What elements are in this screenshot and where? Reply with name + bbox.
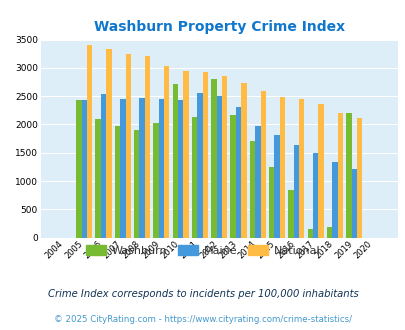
Bar	[298, 99, 304, 238]
Text: Crime Index corresponds to incidents per 100,000 inhabitants: Crime Index corresponds to incidents per…	[47, 289, 358, 299]
Bar	[351, 169, 356, 238]
Bar	[235, 107, 241, 238]
Bar	[312, 153, 318, 238]
Bar	[307, 229, 312, 238]
Bar	[337, 113, 342, 238]
Bar	[241, 83, 246, 238]
Bar	[279, 97, 284, 238]
Bar	[254, 126, 260, 238]
Bar	[356, 118, 361, 238]
Bar	[177, 100, 183, 238]
Bar	[183, 71, 188, 238]
Bar	[293, 145, 298, 238]
Bar	[100, 94, 106, 238]
Bar	[249, 142, 254, 238]
Bar	[87, 45, 92, 238]
Bar	[326, 227, 331, 238]
Bar	[230, 115, 235, 238]
Bar	[288, 190, 293, 238]
Bar	[139, 98, 145, 238]
Bar	[120, 99, 125, 238]
Bar	[260, 90, 265, 238]
Bar	[197, 93, 202, 238]
Bar	[345, 113, 351, 238]
Bar	[269, 167, 274, 238]
Bar	[202, 72, 207, 238]
Bar	[95, 119, 100, 238]
Bar	[164, 66, 169, 238]
Bar	[81, 100, 87, 238]
Bar	[274, 135, 279, 238]
Bar	[318, 104, 323, 238]
Bar	[115, 126, 120, 238]
Text: © 2025 CityRating.com - https://www.cityrating.com/crime-statistics/: © 2025 CityRating.com - https://www.city…	[54, 315, 351, 324]
Title: Washburn Property Crime Index: Washburn Property Crime Index	[94, 20, 344, 34]
Bar	[222, 76, 227, 238]
Bar	[134, 130, 139, 238]
Bar	[331, 162, 337, 238]
Bar	[153, 123, 158, 238]
Bar	[125, 54, 130, 238]
Bar	[216, 96, 222, 238]
Bar	[106, 49, 111, 238]
Bar	[76, 100, 81, 238]
Bar	[192, 117, 197, 238]
Bar	[211, 79, 216, 238]
Bar	[158, 99, 164, 238]
Bar	[145, 56, 150, 238]
Legend: Washburn, Maine, National: Washburn, Maine, National	[81, 241, 324, 260]
Bar	[172, 84, 177, 238]
